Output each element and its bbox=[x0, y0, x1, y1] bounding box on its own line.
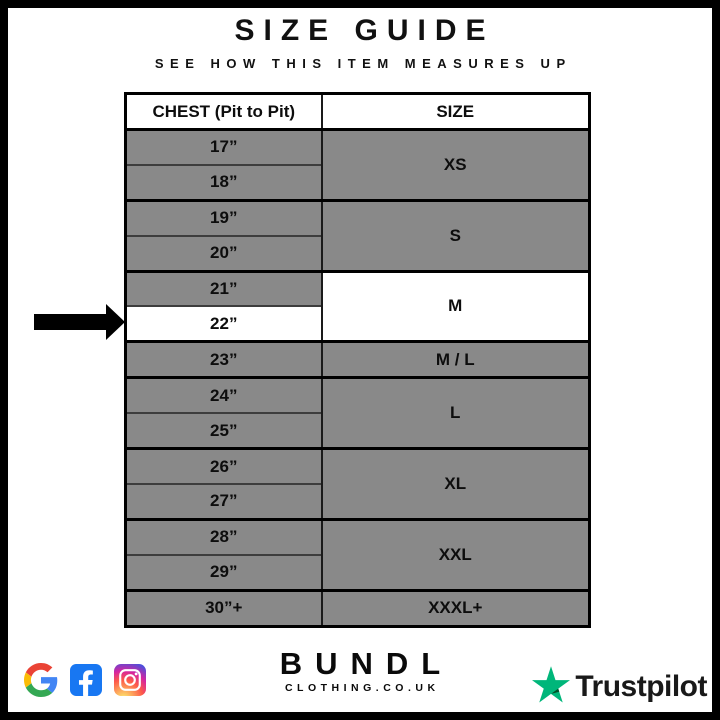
table-header-row: CHEST (Pit to Pit) SIZE bbox=[125, 93, 590, 131]
brand-logo: BUNDL CLOTHING.CO.UK bbox=[0, 648, 720, 694]
highlight-arrow-icon bbox=[34, 314, 107, 330]
chest-cell: 19” bbox=[125, 198, 323, 236]
size-cell: XS bbox=[321, 129, 590, 201]
trustpilot-star-icon bbox=[532, 666, 571, 708]
table-row: 28” XXL bbox=[125, 517, 590, 591]
size-cell: S bbox=[321, 198, 590, 271]
table-row: 30”+ XXXL+ bbox=[125, 588, 590, 627]
table-row: 20” bbox=[125, 234, 590, 271]
column-header-chest: CHEST (Pit to Pit) bbox=[125, 93, 323, 131]
chest-cell: 23” bbox=[125, 340, 323, 378]
chest-cell: 28” bbox=[125, 517, 323, 555]
brand-name: BUNDL bbox=[279, 646, 454, 681]
chest-cell: 18” bbox=[125, 163, 323, 201]
chest-cell: 29” bbox=[125, 553, 323, 591]
chest-cell: 26” bbox=[125, 447, 323, 485]
table-row: 25” bbox=[125, 412, 590, 449]
table-row: 29” bbox=[125, 553, 590, 591]
google-icon[interactable] bbox=[24, 663, 58, 697]
table-row: 17” XS bbox=[125, 129, 590, 201]
instagram-icon[interactable] bbox=[114, 664, 146, 696]
table-row: 27” bbox=[125, 483, 590, 520]
size-cell: M / L bbox=[321, 340, 590, 378]
size-table: CHEST (Pit to Pit) SIZE 17” XS 18” 19” S… bbox=[124, 92, 591, 628]
chest-cell: 25” bbox=[125, 412, 323, 449]
size-cell-highlighted: M bbox=[321, 269, 590, 342]
page-title: SIZE GUIDE bbox=[234, 14, 495, 47]
chest-cell: 20” bbox=[125, 234, 323, 271]
size-cell: XXL bbox=[321, 517, 590, 591]
table-row: 18” bbox=[125, 163, 590, 201]
size-cell: XL bbox=[321, 447, 590, 520]
table-row: 19” S bbox=[125, 198, 590, 271]
chest-cell: 24” bbox=[125, 376, 323, 414]
highlight-arrow-head-icon bbox=[106, 304, 125, 340]
chest-cell: 17” bbox=[125, 129, 323, 165]
chest-cell: 21” bbox=[125, 269, 323, 307]
social-icons bbox=[24, 663, 146, 697]
size-cell: XXXL+ bbox=[321, 588, 590, 627]
table-row: 23” M / L bbox=[125, 340, 590, 378]
table-row: 24” L bbox=[125, 376, 590, 449]
column-header-size: SIZE bbox=[321, 93, 590, 131]
trustpilot-label: Trustpilot bbox=[575, 670, 707, 703]
trustpilot-logo[interactable]: Trustpilot bbox=[532, 666, 707, 708]
facebook-icon[interactable] bbox=[70, 664, 102, 696]
size-cell: L bbox=[321, 376, 590, 449]
brand-domain: CLOTHING.CO.UK bbox=[284, 682, 440, 694]
table-row: 21” M bbox=[125, 269, 590, 342]
chest-cell-highlighted: 22” bbox=[125, 305, 323, 342]
chest-cell: 27” bbox=[125, 483, 323, 520]
chest-cell: 30”+ bbox=[125, 588, 323, 627]
table-row-highlighted: 22” bbox=[125, 305, 590, 342]
table-row: 26” XL bbox=[125, 447, 590, 520]
page-subtitle: SEE HOW THIS ITEM MEASURES UP bbox=[154, 56, 572, 71]
